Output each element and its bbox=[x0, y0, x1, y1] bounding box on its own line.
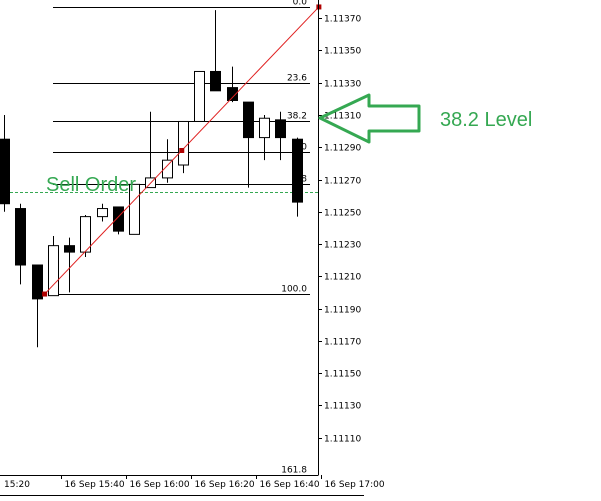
candle bbox=[194, 70, 205, 122]
annotations: Sell Order 38.2 Level bbox=[46, 93, 532, 196]
y-tick-label: 1.11110 bbox=[324, 435, 361, 445]
candle bbox=[275, 111, 286, 161]
candle-body bbox=[275, 119, 286, 139]
candle bbox=[243, 101, 254, 188]
candle bbox=[292, 137, 303, 217]
trend-anchor-point bbox=[179, 147, 185, 153]
x-tick-label: 16 Sep 17:00 bbox=[325, 480, 385, 490]
axes: 1.11370 1.11350 1.11330 1.11310 1.11290 1.112… bbox=[0, 0, 385, 496]
candle bbox=[210, 10, 221, 92]
candle bbox=[48, 235, 59, 297]
trend-anchor-point bbox=[42, 291, 48, 297]
x-tick-label: 15:20 bbox=[4, 480, 30, 490]
y-tick-label: 1.11250 bbox=[324, 209, 361, 219]
fib-level-label: 0.0 bbox=[293, 0, 308, 8]
y-tick-label: 1.11370 bbox=[324, 15, 361, 25]
candle-body bbox=[32, 264, 43, 300]
y-tick-label: 1.11170 bbox=[324, 338, 361, 348]
candle bbox=[15, 203, 26, 285]
y-tick-label: 1.11270 bbox=[324, 177, 361, 187]
candle-body bbox=[210, 70, 221, 92]
candle-body bbox=[80, 216, 91, 253]
candle-body bbox=[113, 206, 124, 232]
candle-body bbox=[178, 120, 189, 166]
candle bbox=[32, 264, 43, 348]
candle-body bbox=[15, 208, 26, 266]
candles bbox=[0, 10, 303, 348]
y-tick-label: 1.11150 bbox=[324, 370, 361, 380]
candle bbox=[162, 139, 173, 183]
y-tick-label: 1.11310 bbox=[324, 112, 361, 122]
candle-body bbox=[292, 138, 303, 203]
y-tick-label: 1.11330 bbox=[324, 80, 361, 90]
candle bbox=[178, 120, 189, 174]
fib-trend-line[interactable] bbox=[42, 4, 322, 297]
candle bbox=[259, 115, 270, 161]
candle bbox=[113, 206, 124, 235]
candle-body bbox=[194, 70, 205, 122]
candle-body bbox=[162, 159, 173, 179]
y-tick-label: 1.11290 bbox=[324, 144, 361, 154]
y-tick-label: 1.11190 bbox=[324, 306, 361, 316]
candle bbox=[0, 115, 10, 212]
fib-level-label: 161.8 bbox=[281, 466, 307, 476]
candle-body bbox=[0, 138, 10, 205]
candle-body bbox=[64, 245, 75, 253]
candle bbox=[80, 215, 91, 257]
x-tick-label: 16 Sep 16:20 bbox=[195, 480, 255, 490]
level-callout-label: 38.2 Level bbox=[440, 109, 532, 131]
y-tick-label: 1.11130 bbox=[324, 402, 361, 412]
y-tick-label: 1.11210 bbox=[324, 273, 361, 283]
y-tick-label: 1.11350 bbox=[324, 47, 361, 57]
candle-body bbox=[129, 183, 140, 235]
x-tick-label: 16 Sep 16:40 bbox=[260, 480, 320, 490]
candle-body bbox=[243, 101, 254, 139]
candle-body bbox=[97, 208, 108, 218]
left-arrow-icon bbox=[318, 93, 421, 144]
candle bbox=[227, 66, 238, 103]
fib-level-label: 100.0 bbox=[281, 285, 307, 295]
fib-level-label: 38.2 bbox=[287, 112, 307, 122]
sell-order-label: Sell Order bbox=[46, 174, 136, 196]
candle bbox=[64, 237, 75, 293]
fib-level-label: 23.6 bbox=[287, 74, 307, 84]
x-tick-label: 16 Sep 16:00 bbox=[130, 480, 190, 490]
candle bbox=[145, 111, 156, 189]
x-tick-label: 16 Sep 15:40 bbox=[65, 480, 125, 490]
candle bbox=[97, 203, 108, 222]
candle bbox=[129, 183, 140, 235]
candle-body bbox=[227, 87, 238, 101]
y-tick-label: 1.11230 bbox=[324, 241, 361, 251]
candle-body bbox=[48, 245, 59, 297]
candle-body bbox=[259, 117, 270, 139]
